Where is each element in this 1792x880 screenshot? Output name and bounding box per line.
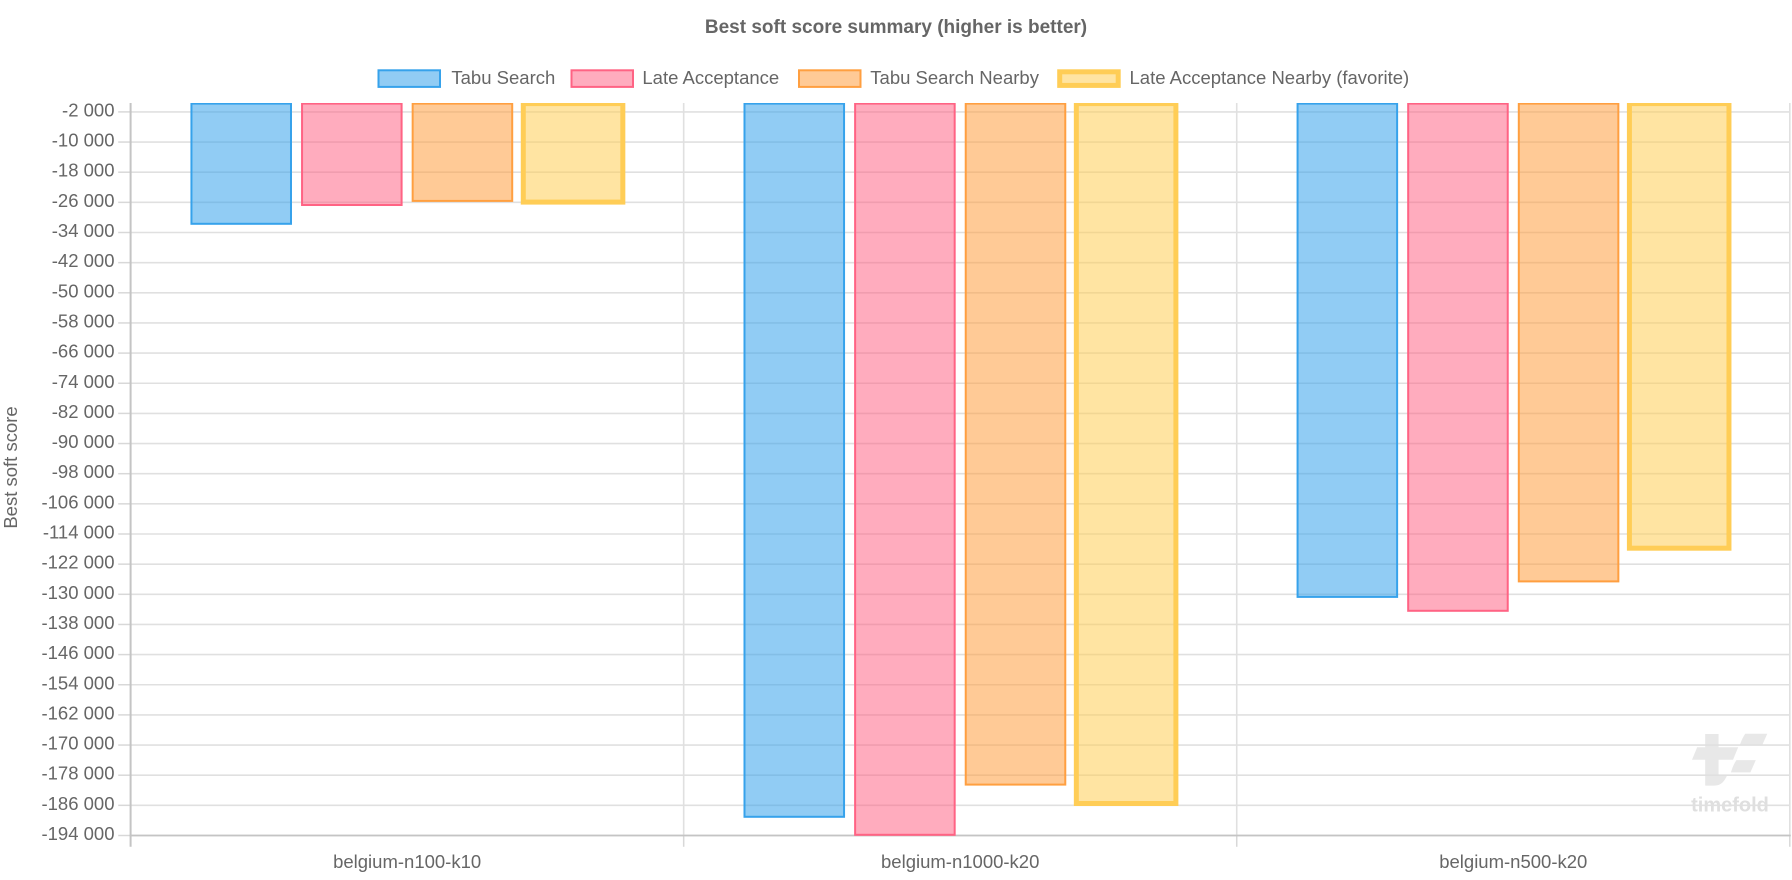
svg-text:-114 000: -114 000: [43, 522, 115, 543]
svg-text:-42 000: -42 000: [52, 250, 115, 271]
svg-text:belgium-n500-k20: belgium-n500-k20: [1439, 851, 1587, 872]
svg-text:-50 000: -50 000: [52, 280, 115, 301]
svg-text:-130 000: -130 000: [41, 582, 114, 603]
svg-text:Late Acceptance: Late Acceptance: [642, 67, 779, 88]
svg-text:-154 000: -154 000: [41, 672, 114, 693]
svg-text:belgium-n100-k10: belgium-n100-k10: [333, 851, 481, 872]
svg-text:-178 000: -178 000: [41, 763, 114, 784]
svg-text:-82 000: -82 000: [52, 401, 115, 422]
svg-text:-74 000: -74 000: [52, 371, 115, 392]
svg-text:-18 000: -18 000: [52, 160, 115, 181]
svg-text:-170 000: -170 000: [41, 733, 114, 754]
svg-text:-10 000: -10 000: [52, 130, 115, 151]
svg-text:-186 000: -186 000: [41, 793, 114, 814]
svg-text:-106 000: -106 000: [41, 491, 114, 512]
svg-text:-26 000: -26 000: [52, 190, 115, 211]
svg-text:Tabu Search Nearby: Tabu Search Nearby: [870, 67, 1039, 88]
svg-text:-58 000: -58 000: [52, 310, 115, 331]
svg-text:-66 000: -66 000: [52, 341, 115, 362]
svg-text:Best soft score: Best soft score: [0, 406, 21, 528]
svg-text:Late Acceptance Nearby (favori: Late Acceptance Nearby (favorite): [1130, 67, 1410, 88]
svg-text:-122 000: -122 000: [41, 552, 114, 573]
svg-text:-146 000: -146 000: [41, 642, 114, 663]
svg-text:-138 000: -138 000: [41, 612, 114, 633]
svg-text:-90 000: -90 000: [52, 431, 115, 452]
svg-text:-162 000: -162 000: [41, 702, 114, 723]
svg-text:Best soft score summary (highe: Best soft score summary (higher is bette…: [705, 17, 1087, 38]
svg-text:belgium-n1000-k20: belgium-n1000-k20: [881, 851, 1039, 872]
svg-text:Tabu Search: Tabu Search: [451, 67, 555, 88]
svg-text:-34 000: -34 000: [52, 220, 115, 241]
svg-text:-194 000: -194 000: [41, 823, 114, 844]
svg-text:-98 000: -98 000: [52, 461, 115, 482]
svg-text:-2 000: -2 000: [62, 99, 114, 120]
